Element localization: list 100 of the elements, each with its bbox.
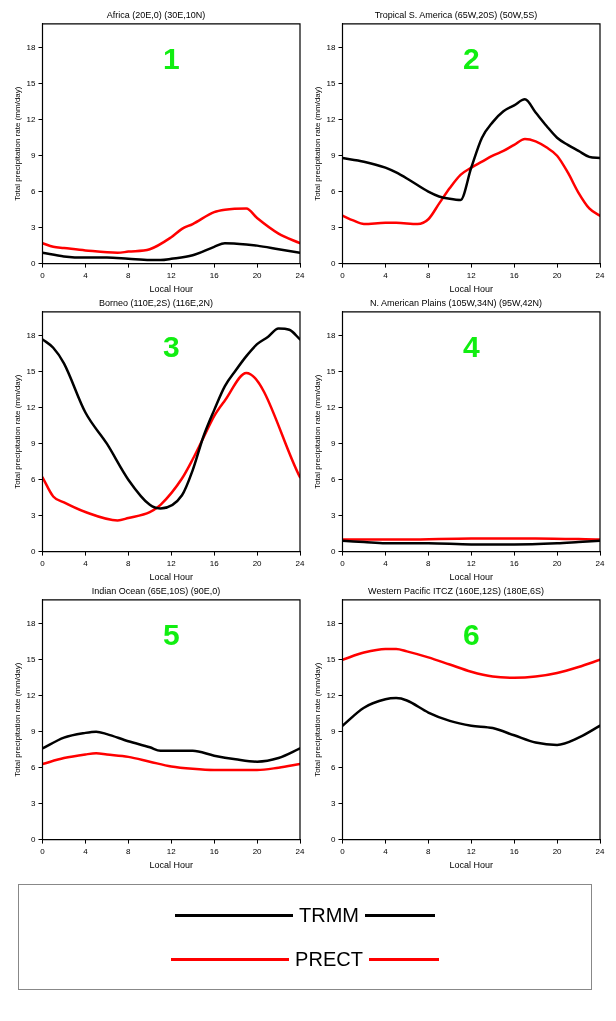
y-tick-label: 0 xyxy=(331,546,337,556)
y-tick-label: 0 xyxy=(331,834,337,844)
y-axis-title: Total precipitation rate (mm/day) xyxy=(313,662,322,777)
x-tick-label: 8 xyxy=(426,558,432,568)
x-tick-label: 8 xyxy=(426,270,432,280)
y-tick-label: 9 xyxy=(331,726,337,736)
y-axis-title: Total precipitation rate (mm/day) xyxy=(313,86,322,201)
chart-title: N. American Plains (105W,34N) (95W,42N) xyxy=(369,297,543,308)
x-tick-label: 16 xyxy=(509,846,520,856)
x-tick-label: 12 xyxy=(466,558,477,568)
y-tick-label: 9 xyxy=(331,438,337,448)
x-tick-label: 12 xyxy=(166,270,177,280)
chart-title: Tropical S. America (65W,20S) (50W,5S) xyxy=(374,9,538,20)
x-tick-label: 4 xyxy=(83,270,89,280)
x-tick-label: 0 xyxy=(340,558,346,568)
y-axis-title: Total precipitation rate (mm/day) xyxy=(13,374,22,489)
x-tick-label: 8 xyxy=(126,558,132,568)
x-tick-label: 24 xyxy=(295,558,305,568)
x-tick-label: 20 xyxy=(252,846,263,856)
x-tick-label: 8 xyxy=(126,846,132,856)
y-tick-label: 0 xyxy=(331,258,337,268)
x-tick-label: 24 xyxy=(595,270,605,280)
y-tick-label: 12 xyxy=(326,690,337,700)
line-series xyxy=(42,752,300,772)
annotation: 4 xyxy=(462,330,480,364)
x-axis-title: Local Hour xyxy=(449,284,494,295)
x-tick-label: 4 xyxy=(383,846,389,856)
chart-title: Indian Ocean (65E,10S) (90E,0) xyxy=(91,585,221,596)
x-tick-label: 0 xyxy=(340,846,346,856)
x-tick-label: 4 xyxy=(83,846,89,856)
chart-title: Western Pacific ITCZ (160E,12S) (180E,6S) xyxy=(368,585,544,596)
x-tick-label: 12 xyxy=(466,846,477,856)
y-tick-label: 0 xyxy=(31,258,37,268)
y-axis-title: Total precipitation rate (mm/day) xyxy=(13,86,22,201)
x-tick-label: 20 xyxy=(252,558,263,568)
y-tick-label: 6 xyxy=(31,474,37,484)
y-tick-label: 3 xyxy=(331,510,337,520)
annotation: 5 xyxy=(162,618,180,652)
chart-title: Africa (20E,0) (30E,10N) xyxy=(106,9,206,20)
x-tick-label: 20 xyxy=(552,558,563,568)
y-tick-label: 9 xyxy=(31,726,37,736)
y-tick-label: 6 xyxy=(331,186,337,196)
annotation: 1 xyxy=(162,42,180,76)
x-axis-title: Local Hour xyxy=(149,860,194,871)
x-tick-label: 20 xyxy=(552,846,563,856)
y-tick-label: 12 xyxy=(26,402,37,412)
x-tick-label: 0 xyxy=(40,558,46,568)
y-tick-label: 6 xyxy=(331,474,337,484)
x-tick-label: 16 xyxy=(509,270,520,280)
legend-label: PRECT xyxy=(295,947,363,971)
y-tick-label: 3 xyxy=(331,798,337,808)
y-tick-label: 15 xyxy=(326,78,337,88)
annotation: 2 xyxy=(462,42,480,76)
x-tick-label: 8 xyxy=(126,270,132,280)
x-tick-label: 24 xyxy=(595,846,605,856)
x-tick-label: 24 xyxy=(295,846,305,856)
annotation: 6 xyxy=(462,618,480,652)
y-axis-title: Total precipitation rate (mm/day) xyxy=(13,662,22,777)
y-tick-label: 3 xyxy=(331,222,337,232)
y-axis-title: Total precipitation rate (mm/day) xyxy=(313,374,322,489)
y-tick-label: 6 xyxy=(31,186,37,196)
x-tick-label: 4 xyxy=(83,558,89,568)
chart-title: Borneo (110E,2S) (116E,2N) xyxy=(98,297,214,308)
annotation: 3 xyxy=(162,330,180,364)
x-tick-label: 0 xyxy=(340,270,346,280)
x-tick-label: 16 xyxy=(209,846,220,856)
y-tick-label: 6 xyxy=(31,762,37,772)
y-tick-label: 15 xyxy=(26,78,37,88)
x-tick-label: 12 xyxy=(466,270,477,280)
y-tick-label: 3 xyxy=(31,510,37,520)
y-tick-label: 15 xyxy=(26,654,37,664)
y-tick-label: 0 xyxy=(31,546,37,556)
y-tick-label: 9 xyxy=(331,150,337,160)
y-tick-label: 12 xyxy=(326,402,337,412)
legend-label: TRMM xyxy=(299,903,359,927)
x-axis-title: Local Hour xyxy=(449,572,494,583)
y-tick-label: 9 xyxy=(31,438,37,448)
y-tick-label: 18 xyxy=(26,330,37,340)
y-tick-label: 3 xyxy=(31,222,37,232)
y-tick-label: 15 xyxy=(326,654,337,664)
x-tick-label: 4 xyxy=(383,558,389,568)
x-tick-label: 20 xyxy=(252,270,263,280)
x-axis-title: Local Hour xyxy=(149,572,194,583)
x-tick-label: 12 xyxy=(166,846,177,856)
line-series xyxy=(42,371,300,522)
line-series xyxy=(342,137,600,226)
x-tick-label: 20 xyxy=(552,270,563,280)
x-tick-label: 0 xyxy=(40,846,46,856)
x-axis-title: Local Hour xyxy=(149,284,194,295)
x-tick-label: 12 xyxy=(166,558,177,568)
x-tick-label: 16 xyxy=(509,558,520,568)
y-tick-label: 18 xyxy=(26,618,37,628)
y-tick-label: 18 xyxy=(326,42,337,52)
y-tick-label: 18 xyxy=(26,42,37,52)
y-tick-label: 12 xyxy=(326,114,337,124)
x-tick-label: 16 xyxy=(209,558,220,568)
y-tick-label: 12 xyxy=(26,690,37,700)
y-tick-label: 0 xyxy=(31,834,37,844)
y-tick-label: 18 xyxy=(326,618,337,628)
line-series xyxy=(342,647,600,679)
